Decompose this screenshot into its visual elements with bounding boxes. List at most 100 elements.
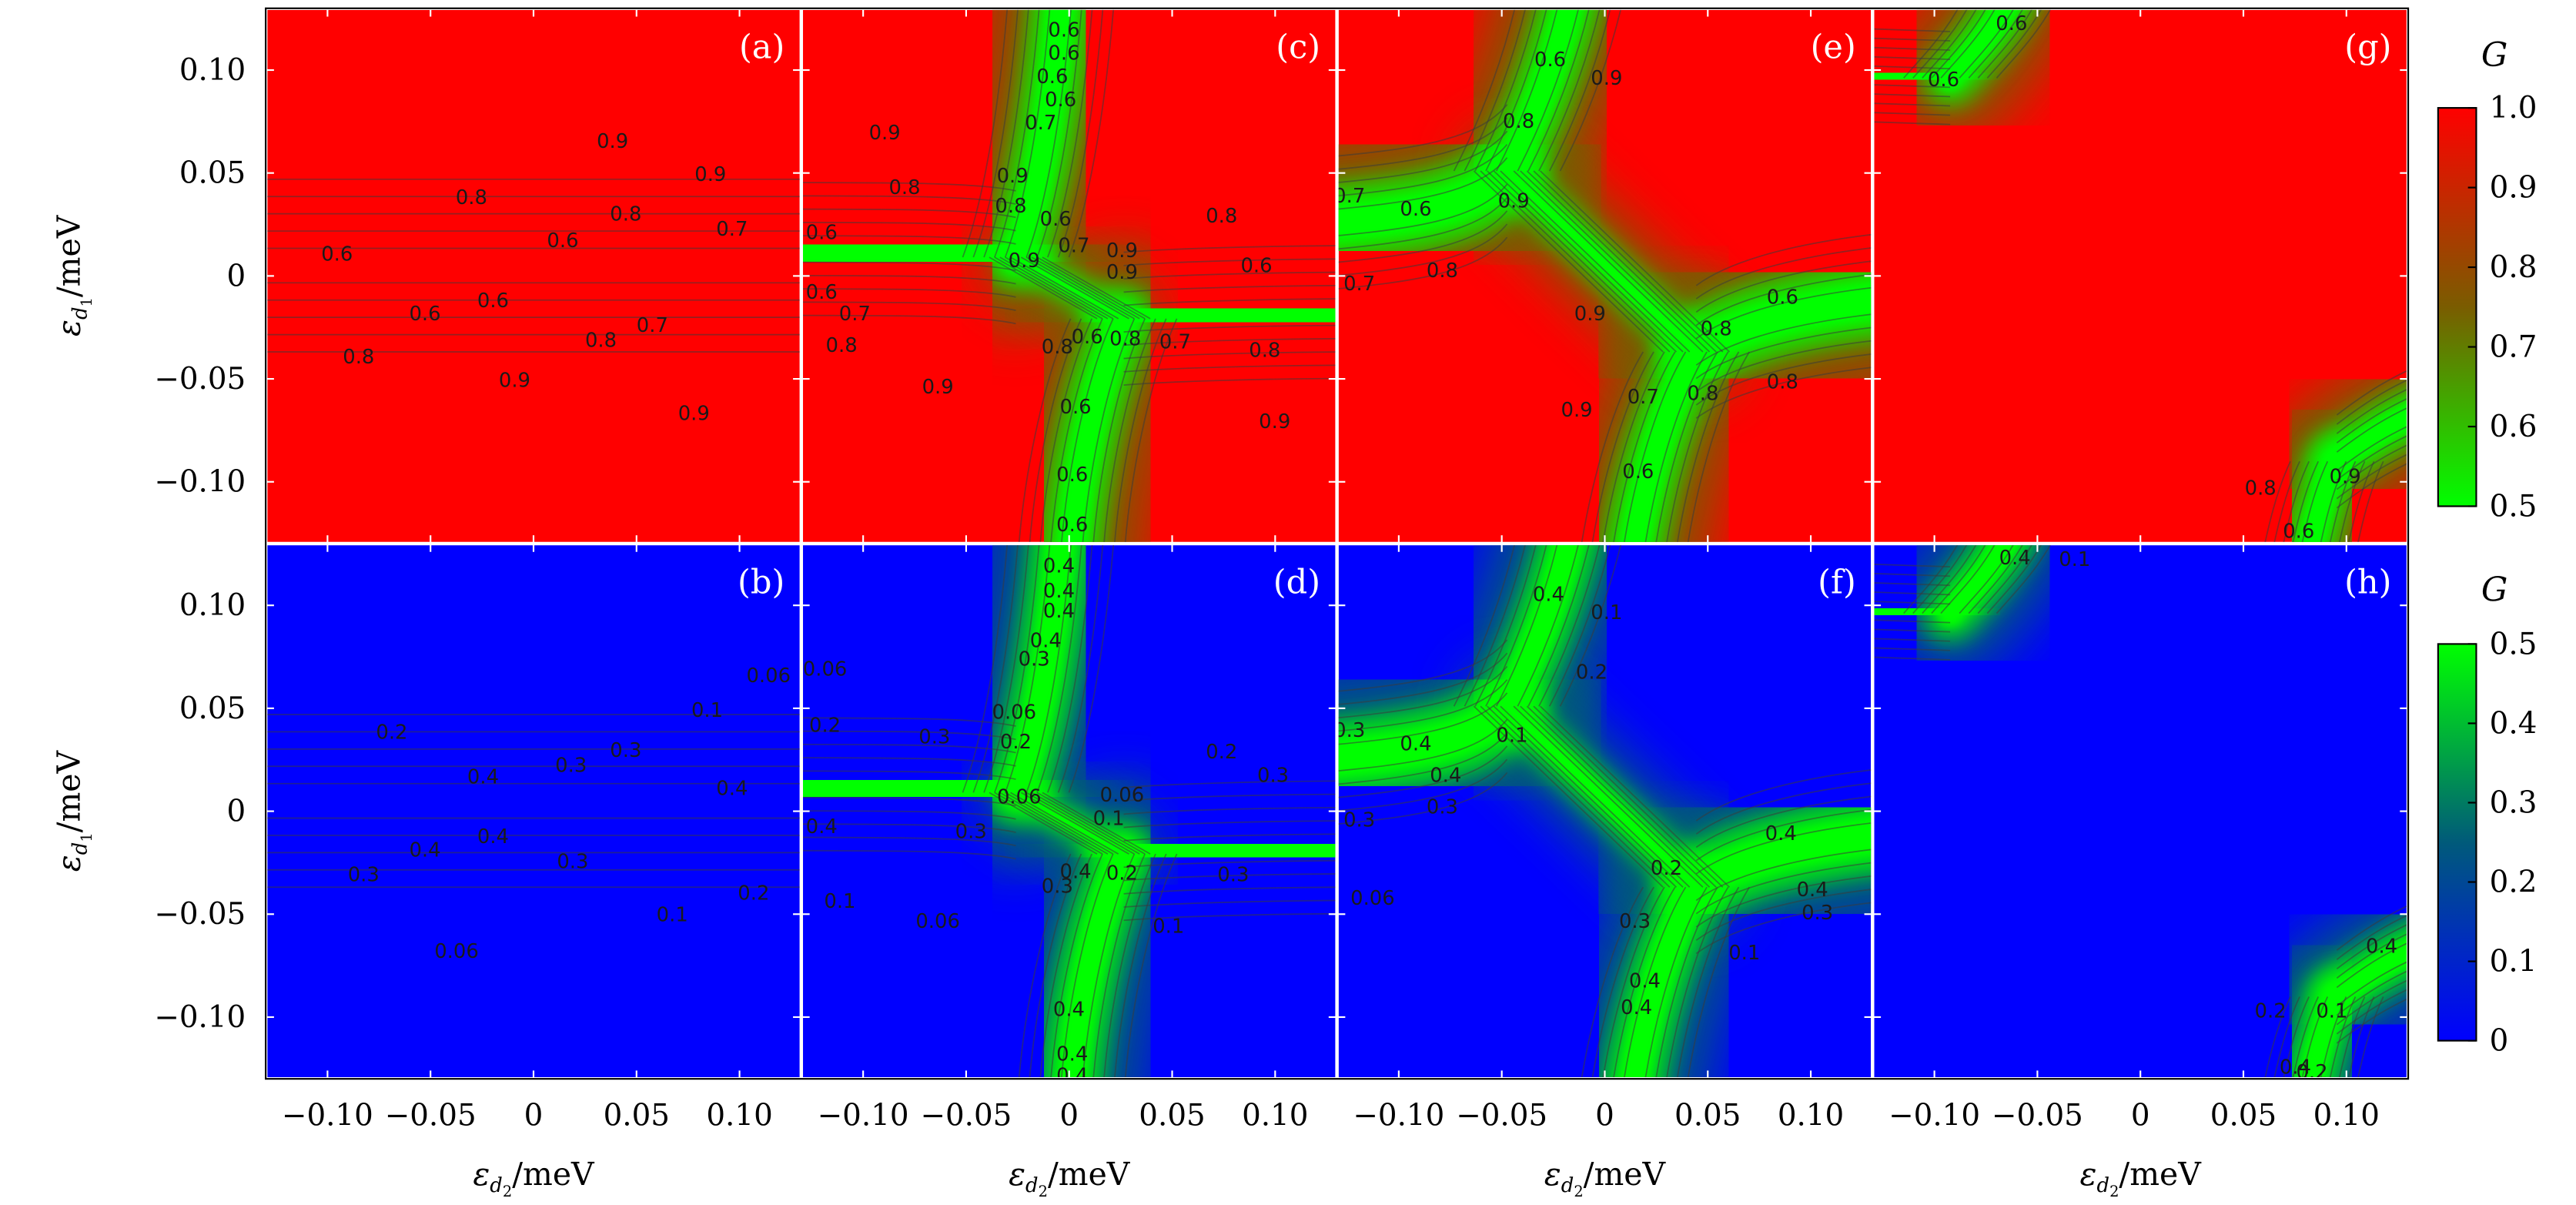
panel: 0.40.40.40.40.30.060.060.20.3 0.2 0.20.30.… [803,545,1336,1078]
resonance-field [1338,545,1872,1078]
contour-line [2301,996,2329,1078]
label-symbol: ε [473,1156,490,1193]
contour-line [1591,351,1654,542]
contour-line [989,792,1098,855]
contour-line [994,9,1040,258]
core [1620,337,1711,542]
contour-label: 0.6 [1996,12,2027,35]
panel-label: (e) [1811,28,1856,66]
contour-line [1050,318,1103,542]
label-subsub: 1 [78,297,95,306]
contour-label: 0.6 [806,281,838,304]
contour-label: 0.8 [1427,259,1458,283]
contour-line [1874,112,1951,116]
contour-line [1039,853,1092,1078]
contour-line [1695,769,1872,822]
contour-line [1068,9,1114,258]
contour-line [1061,318,1114,542]
contour-line [1874,601,1951,605]
contour-line [1103,318,1156,542]
colorbar-title: G [2481,36,2507,75]
contour-line [1453,545,1515,707]
contour-line [1666,351,1729,542]
contour-label: 0.6 [1060,396,1092,419]
contour-line [1031,792,1140,855]
contour-line [1042,792,1151,855]
label-unit: /meV [1584,1156,1667,1193]
contour-line [1613,886,1676,1078]
contour-line [1695,862,1872,915]
x-tick-label: 0.05 [1139,1099,1205,1133]
x-axis-label: εd2/meV [473,1156,595,1200]
contour-line [994,545,1040,793]
contour-line [1338,639,1508,692]
contour-label: 0.4 [2366,935,2397,958]
contour-label: 0.06 [992,701,1037,724]
contour-line [1533,705,1724,888]
label-unit: /meV [51,214,88,297]
contour-line [2338,460,2366,542]
contour-line [2336,426,2407,472]
contour-line [1581,351,1644,542]
contour-line [1123,899,1336,908]
contour-line [1123,298,1336,306]
contour-label: 0.8 [1687,383,1718,406]
label-sub: d [490,1174,503,1197]
contour-label: 0.9 [597,130,628,153]
contour-line [1559,9,1621,172]
contour-line [1123,886,1336,895]
contour-label: 0.6 [1036,65,1068,89]
core [1008,785,1132,862]
contour-line [1874,628,1951,633]
contour-line [803,770,1016,780]
x-tick-label: −0.05 [385,1099,477,1133]
resonance-field [803,545,1336,1078]
y-tick-label: −0.05 [154,897,246,932]
contour-line [1474,545,1537,707]
x-tick-label: −0.10 [1889,1099,1980,1133]
contour-label: 0.4 [1999,547,2031,570]
contour-label: 0.7 [839,303,871,326]
contour-line [1123,258,1336,266]
contour-line [1082,318,1136,542]
contour-line [1874,638,1951,642]
contour-line [1338,745,1508,798]
contour-line [1092,318,1146,542]
contour-line [1540,170,1730,353]
contour-line [2336,915,2407,960]
contour-label: 0.8 [1249,339,1280,362]
contour-line [1695,849,1872,902]
contour-line [1061,853,1114,1078]
contour-label: 0.7 [1343,273,1375,296]
contour-line [2357,996,2384,1078]
contour-line [1338,665,1508,719]
contour-line [1613,351,1676,542]
x-axis-label: εd2/meV [1544,1156,1667,1200]
contour-label: 0.4 [2280,1056,2311,1079]
panel-label: (c) [1276,28,1320,66]
contour-label: 0.9 [499,369,530,392]
contour-line [2338,996,2366,1078]
contour-label: 0.9 [922,376,954,399]
contour-line [1473,705,1664,888]
contour-line [1687,886,1751,1078]
contour-line [803,743,1016,754]
contour-line [1903,545,1959,614]
contour-line [1931,545,1986,614]
contour-line [1513,705,1704,888]
core [1105,828,1336,872]
x-tick-label: 0.10 [1242,1099,1308,1133]
core [1497,697,1706,897]
contour-label: 0.6 [477,290,509,313]
contour-line [803,288,1016,298]
contour-line [1666,886,1729,1078]
contour-line [2336,905,2407,951]
contour-label: 0.06 [746,664,791,688]
contour-label: 0.8 [2245,477,2277,500]
contour-line [1010,256,1119,320]
contour-label: 0.4 [1765,822,1797,845]
contour-line [1874,28,1951,32]
contour-line [1338,196,1508,250]
contour-line [1695,326,1872,380]
